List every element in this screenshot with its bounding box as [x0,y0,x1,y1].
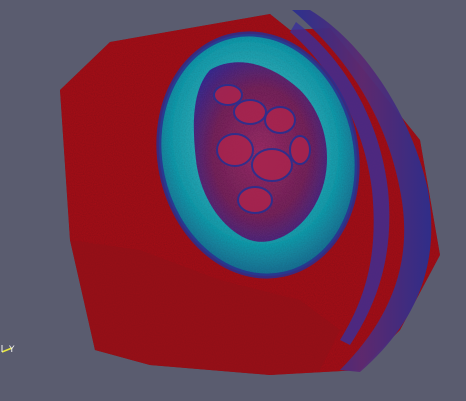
outer-membrane-band [292,10,432,372]
sac-rim [156,31,360,279]
tissue-shadow [70,240,340,375]
orientation-axes: Y [1,345,15,355]
inner-membrane-band [290,22,390,345]
axis-y-label: Y [8,345,15,355]
embryo-lobes [213,84,311,214]
